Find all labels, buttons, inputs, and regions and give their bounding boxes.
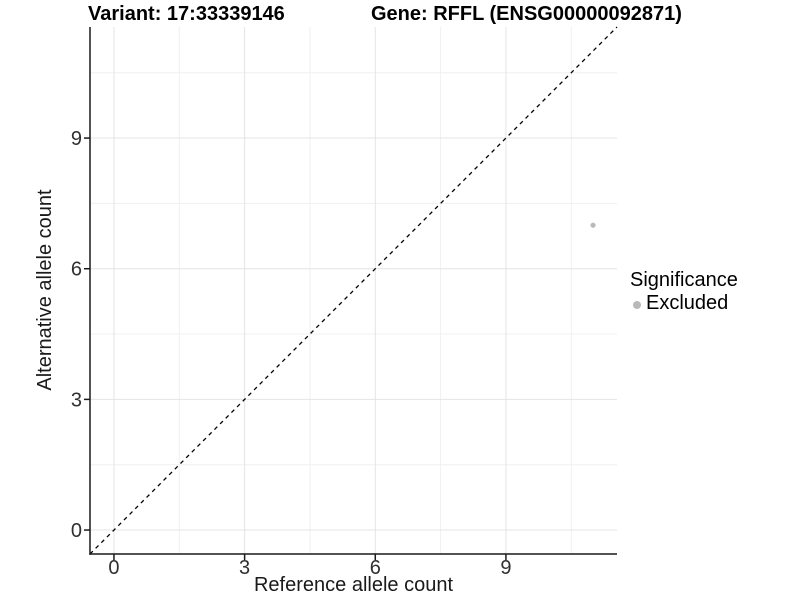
x-axis-title: Reference allele count: [253, 574, 453, 596]
y-axis-title: Alternative allele count: [34, 189, 56, 391]
y-tick-label: 3: [71, 389, 82, 411]
legend: Significance Excluded: [630, 269, 738, 314]
x-tick-label: 3: [239, 557, 250, 579]
plot-title-gene: Gene: RFFL (ENSG00000092871): [371, 3, 682, 25]
y-tick-label: 6: [71, 259, 82, 281]
y-tick-label: 9: [71, 128, 82, 150]
legend-item-label: Excluded: [646, 292, 729, 314]
identity-dashed-line: [89, 26, 618, 555]
legend-title: Significance: [630, 269, 738, 291]
data-point: [590, 222, 596, 228]
legend-key-dot: [633, 300, 641, 309]
plot-title-variant: Variant: 17:33339146: [88, 3, 285, 25]
x-tick-label: 0: [108, 557, 119, 579]
legend-item-excluded: Excluded: [630, 293, 738, 314]
x-tick-label: 9: [500, 557, 511, 579]
y-tick-label: 0: [71, 520, 82, 542]
x-tick-label: 6: [370, 557, 381, 579]
